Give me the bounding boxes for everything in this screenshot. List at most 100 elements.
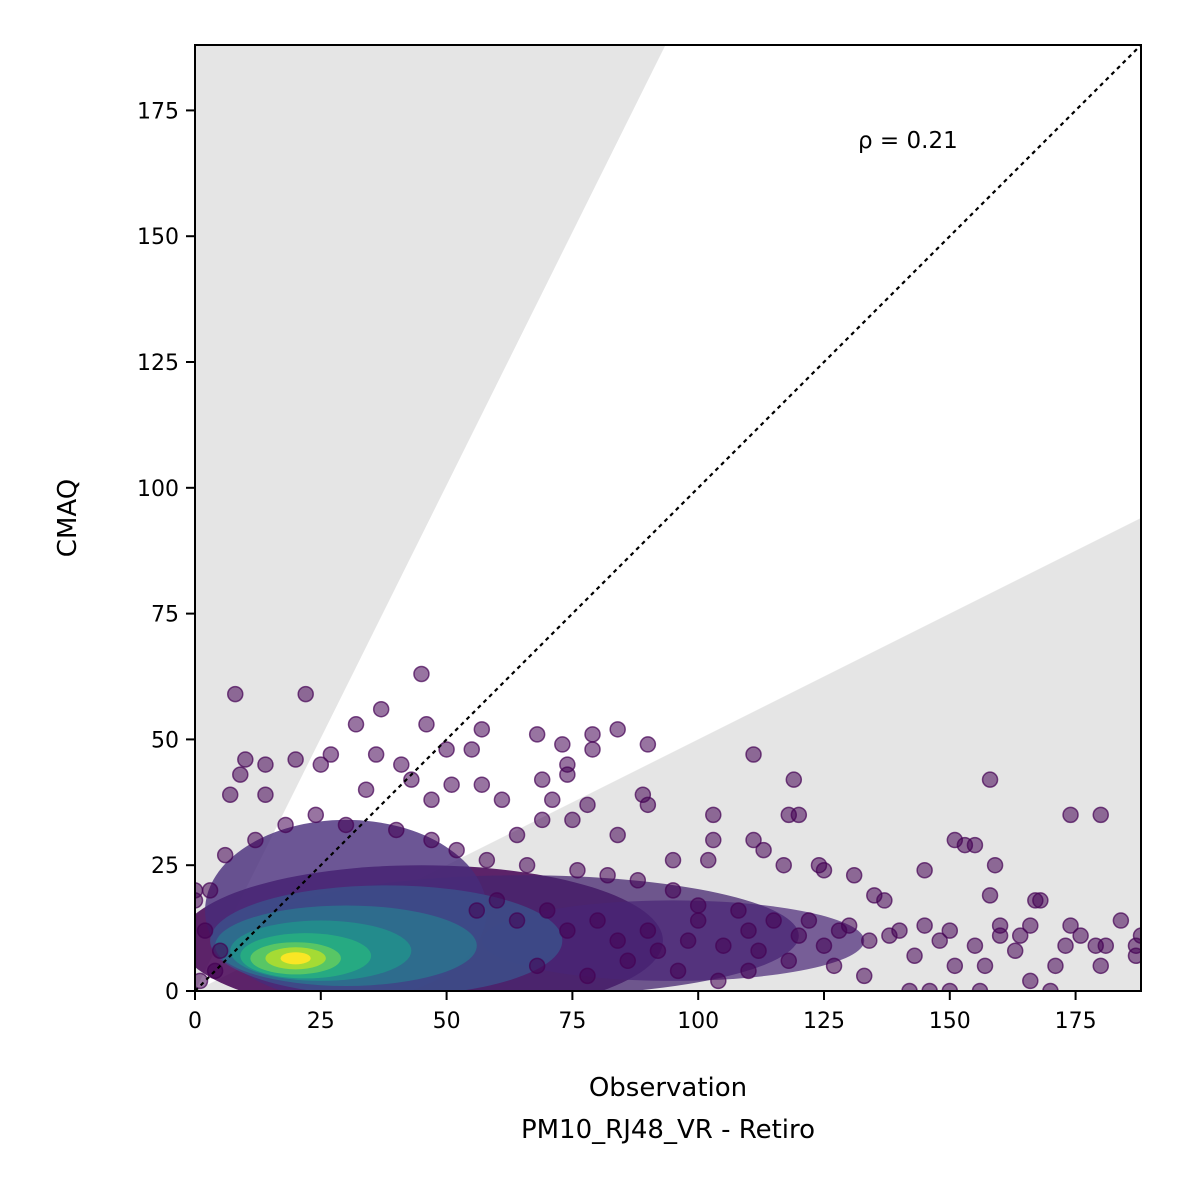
shaded-region-1 bbox=[195, 45, 666, 991]
data-point bbox=[569, 861, 586, 879]
data-point bbox=[609, 826, 626, 844]
data-point bbox=[765, 912, 782, 929]
data-point bbox=[906, 947, 923, 965]
x-tick-label: 150 bbox=[929, 1009, 971, 1034]
data-point bbox=[1032, 892, 1049, 909]
data-point bbox=[679, 932, 697, 949]
data-point bbox=[221, 786, 239, 804]
data-point bbox=[755, 841, 772, 859]
data-point bbox=[589, 912, 606, 929]
data-point bbox=[916, 917, 933, 934]
data-point bbox=[745, 746, 762, 763]
data-point bbox=[775, 856, 792, 874]
data-point bbox=[790, 927, 808, 944]
data-point bbox=[830, 922, 848, 939]
y-tick-label: 75 bbox=[151, 603, 179, 628]
data-point bbox=[815, 937, 833, 954]
data-point bbox=[584, 726, 601, 743]
data-point bbox=[493, 791, 511, 809]
data-point bbox=[740, 962, 757, 980]
data-point bbox=[1087, 937, 1104, 954]
data-point bbox=[901, 982, 918, 991]
data-point bbox=[1127, 937, 1141, 954]
data-point bbox=[508, 826, 526, 844]
data-point bbox=[518, 856, 536, 874]
x-tick-label: 25 bbox=[307, 1009, 335, 1034]
x-axis: 0 25 50 75 100 125 150 175 bbox=[188, 991, 1097, 1034]
data-point bbox=[609, 932, 626, 949]
data-point bbox=[423, 831, 440, 849]
data-point bbox=[257, 786, 274, 804]
data-point bbox=[488, 892, 506, 909]
data-point bbox=[700, 851, 717, 869]
data-point bbox=[564, 811, 581, 829]
data-point bbox=[1057, 937, 1074, 954]
data-point bbox=[1072, 927, 1089, 944]
y-tick-label: 150 bbox=[137, 225, 179, 250]
data-point bbox=[861, 932, 878, 949]
data-point bbox=[463, 741, 481, 758]
y-tick-label: 50 bbox=[151, 728, 179, 753]
data-point bbox=[443, 776, 460, 793]
data-point bbox=[211, 942, 229, 959]
data-point bbox=[1092, 806, 1109, 824]
data-point bbox=[1062, 806, 1079, 824]
data-point bbox=[876, 892, 893, 909]
data-point bbox=[413, 665, 430, 683]
y-tick-label: 0 bbox=[165, 980, 179, 1005]
data-point bbox=[710, 972, 727, 990]
data-point bbox=[790, 806, 808, 824]
data-point bbox=[418, 716, 435, 733]
data-point bbox=[227, 685, 244, 703]
data-point bbox=[216, 846, 234, 864]
data-point bbox=[785, 771, 803, 788]
data-point bbox=[277, 816, 294, 834]
data-point bbox=[297, 685, 314, 703]
data-point bbox=[579, 796, 596, 814]
data-point bbox=[1006, 942, 1024, 959]
data-point bbox=[388, 821, 405, 839]
data-point bbox=[921, 982, 938, 991]
data-point bbox=[609, 721, 626, 738]
data-point bbox=[468, 902, 486, 919]
data-point bbox=[584, 741, 601, 758]
data-point bbox=[664, 851, 682, 869]
data-point bbox=[1062, 917, 1079, 934]
y-tick-label: 175 bbox=[137, 99, 179, 124]
data-point bbox=[750, 942, 767, 959]
data-point bbox=[931, 932, 948, 949]
density-core-11 bbox=[280, 952, 311, 965]
x-axis-sublabel: PM10_RJ48_VR - Retiro bbox=[521, 1115, 815, 1145]
data-point bbox=[1042, 982, 1059, 991]
x-tick-label: 175 bbox=[1055, 1009, 1097, 1034]
y-axis-label: CMAQ bbox=[53, 479, 83, 557]
data-point bbox=[986, 856, 1004, 874]
y-tick-label: 100 bbox=[137, 477, 179, 502]
data-point bbox=[554, 736, 571, 753]
data-point bbox=[237, 751, 254, 768]
data-point bbox=[533, 811, 551, 829]
y-tick-label: 25 bbox=[151, 854, 179, 879]
data-point bbox=[247, 831, 264, 849]
data-point bbox=[232, 766, 249, 783]
data-point bbox=[639, 796, 657, 814]
data-point bbox=[669, 962, 687, 980]
data-point bbox=[966, 937, 984, 954]
data-point bbox=[664, 882, 682, 899]
data-point bbox=[715, 937, 732, 954]
data-point bbox=[619, 952, 636, 970]
data-point bbox=[312, 756, 330, 773]
data-point bbox=[730, 902, 747, 919]
data-point bbox=[649, 942, 667, 959]
data-point bbox=[403, 771, 420, 788]
data-point bbox=[473, 776, 491, 793]
data-point bbox=[372, 700, 390, 718]
data-point bbox=[689, 912, 707, 929]
data-point bbox=[538, 902, 556, 919]
data-point bbox=[800, 912, 818, 929]
data-point bbox=[478, 851, 496, 869]
y-tick-label: 125 bbox=[137, 351, 179, 376]
data-point bbox=[196, 922, 214, 939]
data-point bbox=[508, 912, 526, 929]
